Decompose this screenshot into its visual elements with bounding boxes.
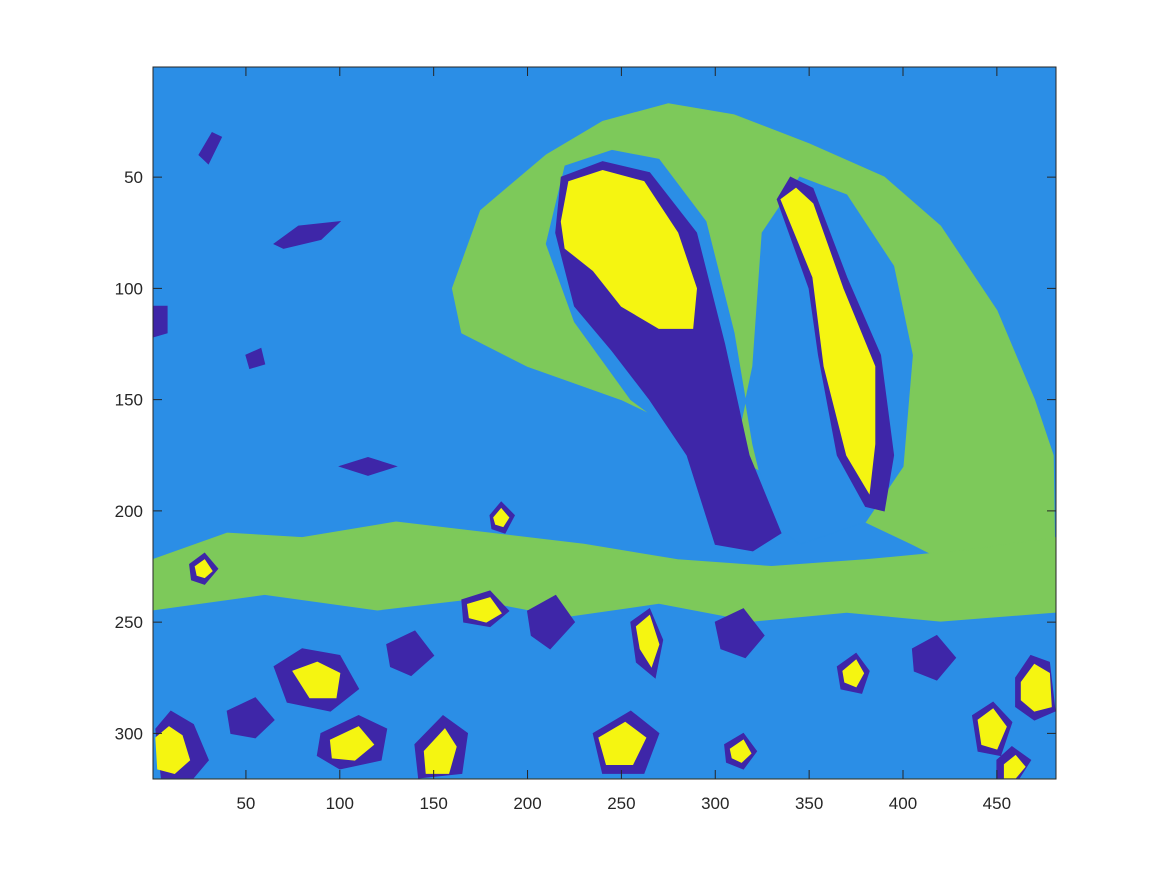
heatmap-region-44 [386, 630, 435, 677]
heatmap-regions [153, 103, 1056, 779]
heatmap-region-9 [155, 726, 191, 774]
heatmap-region-40 [245, 347, 266, 370]
heatmap-region-21 [466, 597, 502, 623]
y-tick-label: 50 [124, 168, 143, 187]
heatmap-region-3 [560, 169, 698, 329]
heatmap-region-42 [714, 608, 765, 659]
x-tick-label: 250 [607, 794, 635, 813]
heatmap-region-25 [977, 708, 1007, 750]
x-axis: 50 100 150 200 250 300 350 400 450 [236, 67, 1011, 813]
heatmap-region-11 [292, 661, 341, 699]
x-tick-label: 300 [701, 794, 729, 813]
heatmap-region-19 [635, 614, 660, 668]
heatmap-region-15 [423, 728, 457, 774]
x-tick-label: 50 [236, 794, 255, 813]
x-tick-label: 150 [419, 794, 447, 813]
heatmap-region-13 [329, 726, 375, 761]
y-tick-label: 100 [115, 279, 143, 298]
heatmap-region-27 [1003, 754, 1026, 779]
heatmap-region-41 [526, 594, 576, 650]
x-tick-label: 450 [983, 794, 1011, 813]
heatmap-region-38 [338, 456, 398, 476]
x-tick-label: 350 [795, 794, 823, 813]
y-axis: 50 100 150 200 250 300 [115, 168, 1056, 743]
heatmap-region-37 [273, 220, 342, 249]
y-tick-label: 200 [115, 502, 143, 521]
y-tick-label: 300 [115, 724, 143, 743]
heatmap-image [153, 67, 1056, 779]
x-tick-label: 400 [889, 794, 917, 813]
y-tick-label: 150 [115, 391, 143, 410]
heatmap-region-35 [194, 559, 213, 579]
axes-box [152, 66, 1057, 780]
y-tick-label: 250 [115, 613, 143, 632]
heatmap-region-33 [493, 507, 510, 528]
heatmap-region-43 [911, 634, 957, 681]
x-tick-label: 100 [326, 794, 354, 813]
heatmap-region-39 [153, 305, 168, 338]
heatmap-region-29 [729, 739, 752, 763]
heatmap-region-36 [198, 131, 223, 165]
heatmap-region-17 [598, 721, 647, 765]
heatmap-region-23 [1020, 663, 1052, 712]
heatmap-region-31 [842, 659, 865, 688]
x-tick-label: 200 [513, 794, 541, 813]
heatmap-region-45 [226, 697, 275, 739]
heatmap-region-5 [780, 187, 876, 495]
